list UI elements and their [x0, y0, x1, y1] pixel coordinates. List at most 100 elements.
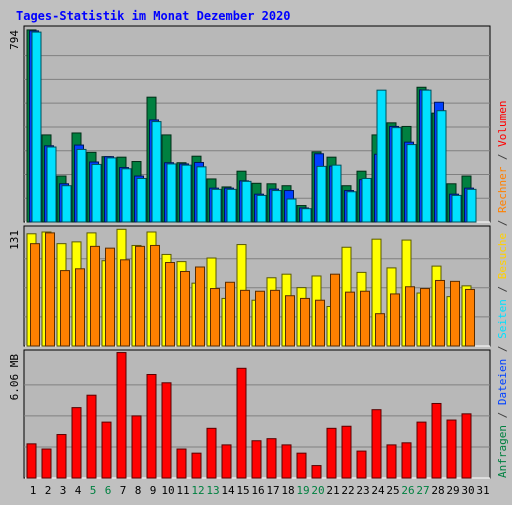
bar-rechner-28 — [435, 279, 445, 347]
volumen-panel-max-label: 6.06 MB — [8, 354, 21, 401]
x-tick-label: 14 — [221, 484, 235, 497]
bar-seiten-4 — [76, 148, 87, 223]
x-tick-label: 11 — [176, 484, 189, 497]
x-tick-label: 22 — [341, 484, 354, 497]
bar-rechner-21 — [330, 273, 340, 347]
x-tick-label: 10 — [161, 484, 174, 497]
bar-seiten-2 — [46, 146, 57, 223]
x-tick-label: 18 — [281, 484, 294, 497]
x-tick-label: 19 — [296, 484, 309, 497]
bar-seiten-7 — [121, 168, 132, 223]
x-tick-label: 13 — [206, 484, 219, 497]
legend-separator: / — [496, 147, 509, 167]
bar-rechner-14 — [225, 281, 235, 347]
bar-rechner-12 — [195, 266, 205, 347]
legend-separator: / — [496, 405, 509, 425]
anfragen-panel-max-label: 794 — [8, 30, 21, 50]
bar-volumen-7 — [116, 352, 127, 479]
x-tick-label: 15 — [236, 484, 249, 497]
bar-seiten-15 — [241, 180, 252, 223]
bar-volumen-25 — [386, 444, 397, 479]
bar-rechner-3 — [60, 270, 70, 347]
x-tick-label: 12 — [191, 484, 204, 497]
bar-rechner-22 — [345, 291, 355, 347]
bar-seiten-25 — [391, 127, 402, 223]
x-tick-label: 27 — [416, 484, 429, 497]
bar-seiten-10 — [166, 163, 177, 223]
bar-rechner-16 — [255, 290, 265, 347]
legend-item: Dateien — [496, 359, 509, 405]
bar-seiten-11 — [181, 164, 192, 223]
x-tick-label: 23 — [356, 484, 369, 497]
bar-rechner-8 — [135, 245, 145, 347]
besuche-panel: 131 — [8, 225, 491, 347]
x-tick-label: 30 — [461, 484, 474, 497]
bar-volumen-20 — [311, 465, 322, 479]
bar-rechner-30 — [465, 288, 475, 347]
bar-seiten-23 — [361, 177, 372, 223]
bar-volumen-14 — [221, 444, 232, 479]
bar-seiten-12 — [196, 166, 207, 223]
bar-volumen-6 — [101, 421, 112, 479]
x-tick-label: 6 — [105, 484, 112, 497]
bar-seiten-27 — [421, 89, 432, 223]
bar-seiten-22 — [346, 191, 357, 223]
bar-volumen-4 — [71, 407, 82, 479]
bar-volumen-3 — [56, 434, 67, 479]
x-tick-label: 7 — [120, 484, 127, 497]
chart-panels: 794 131 6.06 MB — [8, 25, 491, 479]
bar-volumen-27 — [416, 421, 427, 479]
legend-separator: / — [496, 213, 509, 233]
bar-rechner-10 — [165, 262, 175, 347]
bar-volumen-1 — [26, 443, 37, 479]
bar-rechner-2 — [45, 232, 55, 347]
bar-rechner-15 — [240, 289, 250, 347]
bar-volumen-9 — [146, 374, 157, 479]
bar-volumen-21 — [326, 427, 337, 479]
bar-rechner-13 — [210, 288, 220, 347]
bar-rechner-4 — [75, 268, 85, 347]
bar-rechner-17 — [270, 289, 280, 347]
legend-text: Anfragen / Dateien / Seiten / Besuche / … — [496, 100, 509, 478]
bar-seiten-3 — [61, 185, 72, 223]
bar-rechner-26 — [405, 286, 415, 347]
bar-rechner-27 — [420, 288, 430, 347]
bar-seiten-17 — [271, 190, 282, 223]
bar-seiten-20 — [316, 165, 327, 223]
bar-rechner-9 — [150, 244, 160, 347]
right-legend: Anfragen / Dateien / Seiten / Besuche / … — [496, 100, 509, 478]
bar-seiten-24 — [376, 89, 387, 223]
bar-volumen-22 — [341, 425, 352, 479]
bar-seiten-13 — [211, 188, 222, 223]
anfragen-panel: 794 — [8, 25, 491, 223]
bar-rechner-25 — [390, 293, 400, 347]
bar-volumen-23 — [356, 450, 367, 479]
bar-rechner-6 — [105, 247, 115, 347]
bar-rechner-7 — [120, 259, 130, 347]
legend-item: Seiten — [496, 299, 509, 339]
x-tick-label: 2 — [45, 484, 52, 497]
bar-volumen-13 — [206, 427, 217, 479]
legend-item: Volumen — [496, 100, 509, 146]
bar-seiten-19 — [301, 208, 312, 223]
x-tick-label: 26 — [401, 484, 414, 497]
bar-seiten-14 — [226, 188, 237, 223]
bar-seiten-8 — [136, 177, 147, 223]
bar-seiten-18 — [286, 198, 297, 223]
volumen-panel: 6.06 MB — [8, 349, 491, 479]
x-tick-label: 17 — [266, 484, 279, 497]
bar-rechner-18 — [285, 295, 295, 347]
bar-seiten-29 — [451, 194, 462, 223]
x-tick-label: 25 — [386, 484, 399, 497]
bar-rechner-23 — [360, 290, 370, 347]
x-tick-label: 31 — [476, 484, 489, 497]
bar-rechner-1 — [30, 243, 40, 347]
bar-seiten-5 — [91, 163, 102, 223]
bar-seiten-1 — [31, 31, 42, 223]
bar-volumen-11 — [176, 448, 187, 479]
legend-item: Anfragen — [496, 425, 509, 478]
x-tick-label: 24 — [371, 484, 385, 497]
bar-volumen-29 — [446, 419, 457, 479]
